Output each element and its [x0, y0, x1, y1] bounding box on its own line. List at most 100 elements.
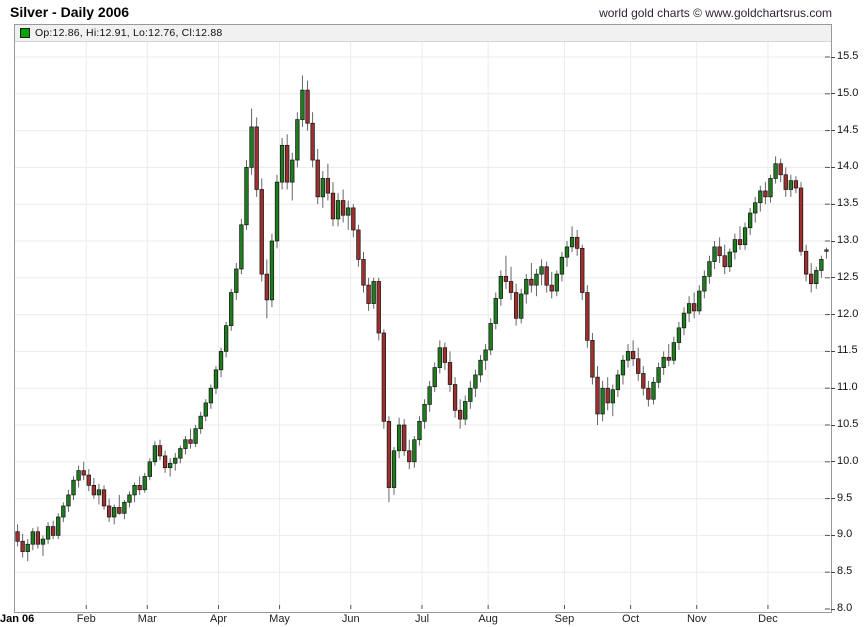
y-tick-mark [831, 240, 835, 242]
candle [498, 275, 504, 299]
candle [737, 239, 743, 246]
y-tick-label: 15.5 [837, 50, 859, 62]
candle [127, 494, 132, 503]
candle [310, 122, 315, 161]
candle [605, 387, 610, 404]
candle [274, 181, 280, 242]
candle [223, 325, 229, 352]
candle [356, 229, 361, 260]
candle [15, 531, 20, 542]
candle [249, 126, 254, 168]
candle [697, 290, 702, 312]
candle [432, 367, 437, 388]
candle [325, 178, 331, 194]
candle [452, 384, 458, 411]
candle [81, 470, 86, 476]
candle [564, 246, 570, 258]
candle [66, 494, 71, 507]
x-month-label: Sep [554, 613, 575, 625]
candle [803, 250, 809, 275]
candle [412, 439, 417, 463]
candle [646, 387, 651, 400]
candle [61, 505, 66, 518]
y-tick-label: 12.0 [837, 307, 859, 320]
candle [544, 266, 549, 286]
y-tick-mark [831, 387, 835, 389]
candle [798, 187, 804, 252]
candle [320, 178, 325, 198]
candle [610, 389, 615, 404]
x-month-label: Nov [686, 613, 707, 625]
candle [671, 342, 676, 361]
candle [112, 507, 117, 518]
candle [244, 167, 249, 226]
candle [208, 387, 214, 404]
candle [279, 144, 285, 183]
candle [396, 424, 402, 452]
y-tick-mark [831, 534, 835, 536]
candle [722, 255, 727, 268]
x-month-label: Jul [414, 613, 430, 625]
y-tick-mark [831, 93, 835, 95]
candle [651, 381, 656, 400]
x-month-label: Mar [137, 613, 157, 625]
candle [686, 303, 692, 314]
candle [656, 367, 661, 383]
candle [773, 163, 778, 179]
candle [549, 284, 554, 292]
candle [193, 428, 198, 444]
x-month-label: Jan 06 [0, 613, 35, 625]
candle [585, 292, 590, 341]
candle [335, 200, 341, 220]
candle [442, 347, 448, 363]
candle [600, 387, 605, 415]
candle [25, 543, 30, 552]
candle [188, 439, 193, 444]
candle [86, 474, 91, 486]
y-tick-label: 10.0 [837, 454, 859, 467]
y-tick-label: 11.0 [837, 381, 858, 394]
candle [101, 489, 107, 507]
candle [56, 516, 61, 536]
candle [707, 261, 712, 277]
candle [178, 448, 183, 459]
candle [330, 192, 336, 220]
candle [814, 270, 819, 285]
candle [91, 485, 97, 496]
candle [386, 420, 392, 488]
chart-title: Silver - Daily 2006 [10, 4, 130, 20]
candle [269, 240, 275, 301]
candle [30, 531, 35, 545]
candle [519, 293, 524, 319]
candle [508, 281, 514, 293]
candle [147, 461, 152, 477]
y-tick-label: 8.5 [837, 565, 853, 578]
candle [819, 259, 824, 271]
candle [35, 531, 41, 545]
candle [615, 374, 621, 391]
y-tick-label: 8.0 [837, 602, 853, 614]
y-tick-label: 14.5 [837, 123, 859, 136]
x-month-label: Aug [478, 613, 498, 625]
candle [427, 386, 432, 405]
candle [76, 470, 81, 481]
y-tick-mark [831, 277, 835, 279]
candle [753, 202, 758, 214]
candle [117, 507, 122, 514]
candle [524, 278, 529, 295]
candle [463, 401, 468, 420]
candle [702, 275, 707, 292]
candle [290, 159, 295, 183]
candle [783, 174, 788, 190]
chart-frame: Op:12.86, Hi:12.91, Lo:12.76, Cl:12.88 [14, 24, 832, 613]
candle [371, 281, 376, 304]
candlestick-chart [15, 42, 830, 610]
y-tick-label: 14.0 [837, 160, 859, 173]
y-tick-mark [831, 608, 835, 610]
candle [747, 212, 753, 229]
candle [51, 526, 56, 536]
candle [580, 248, 585, 293]
candle [778, 163, 783, 176]
y-tick-label: 9.5 [837, 491, 853, 504]
